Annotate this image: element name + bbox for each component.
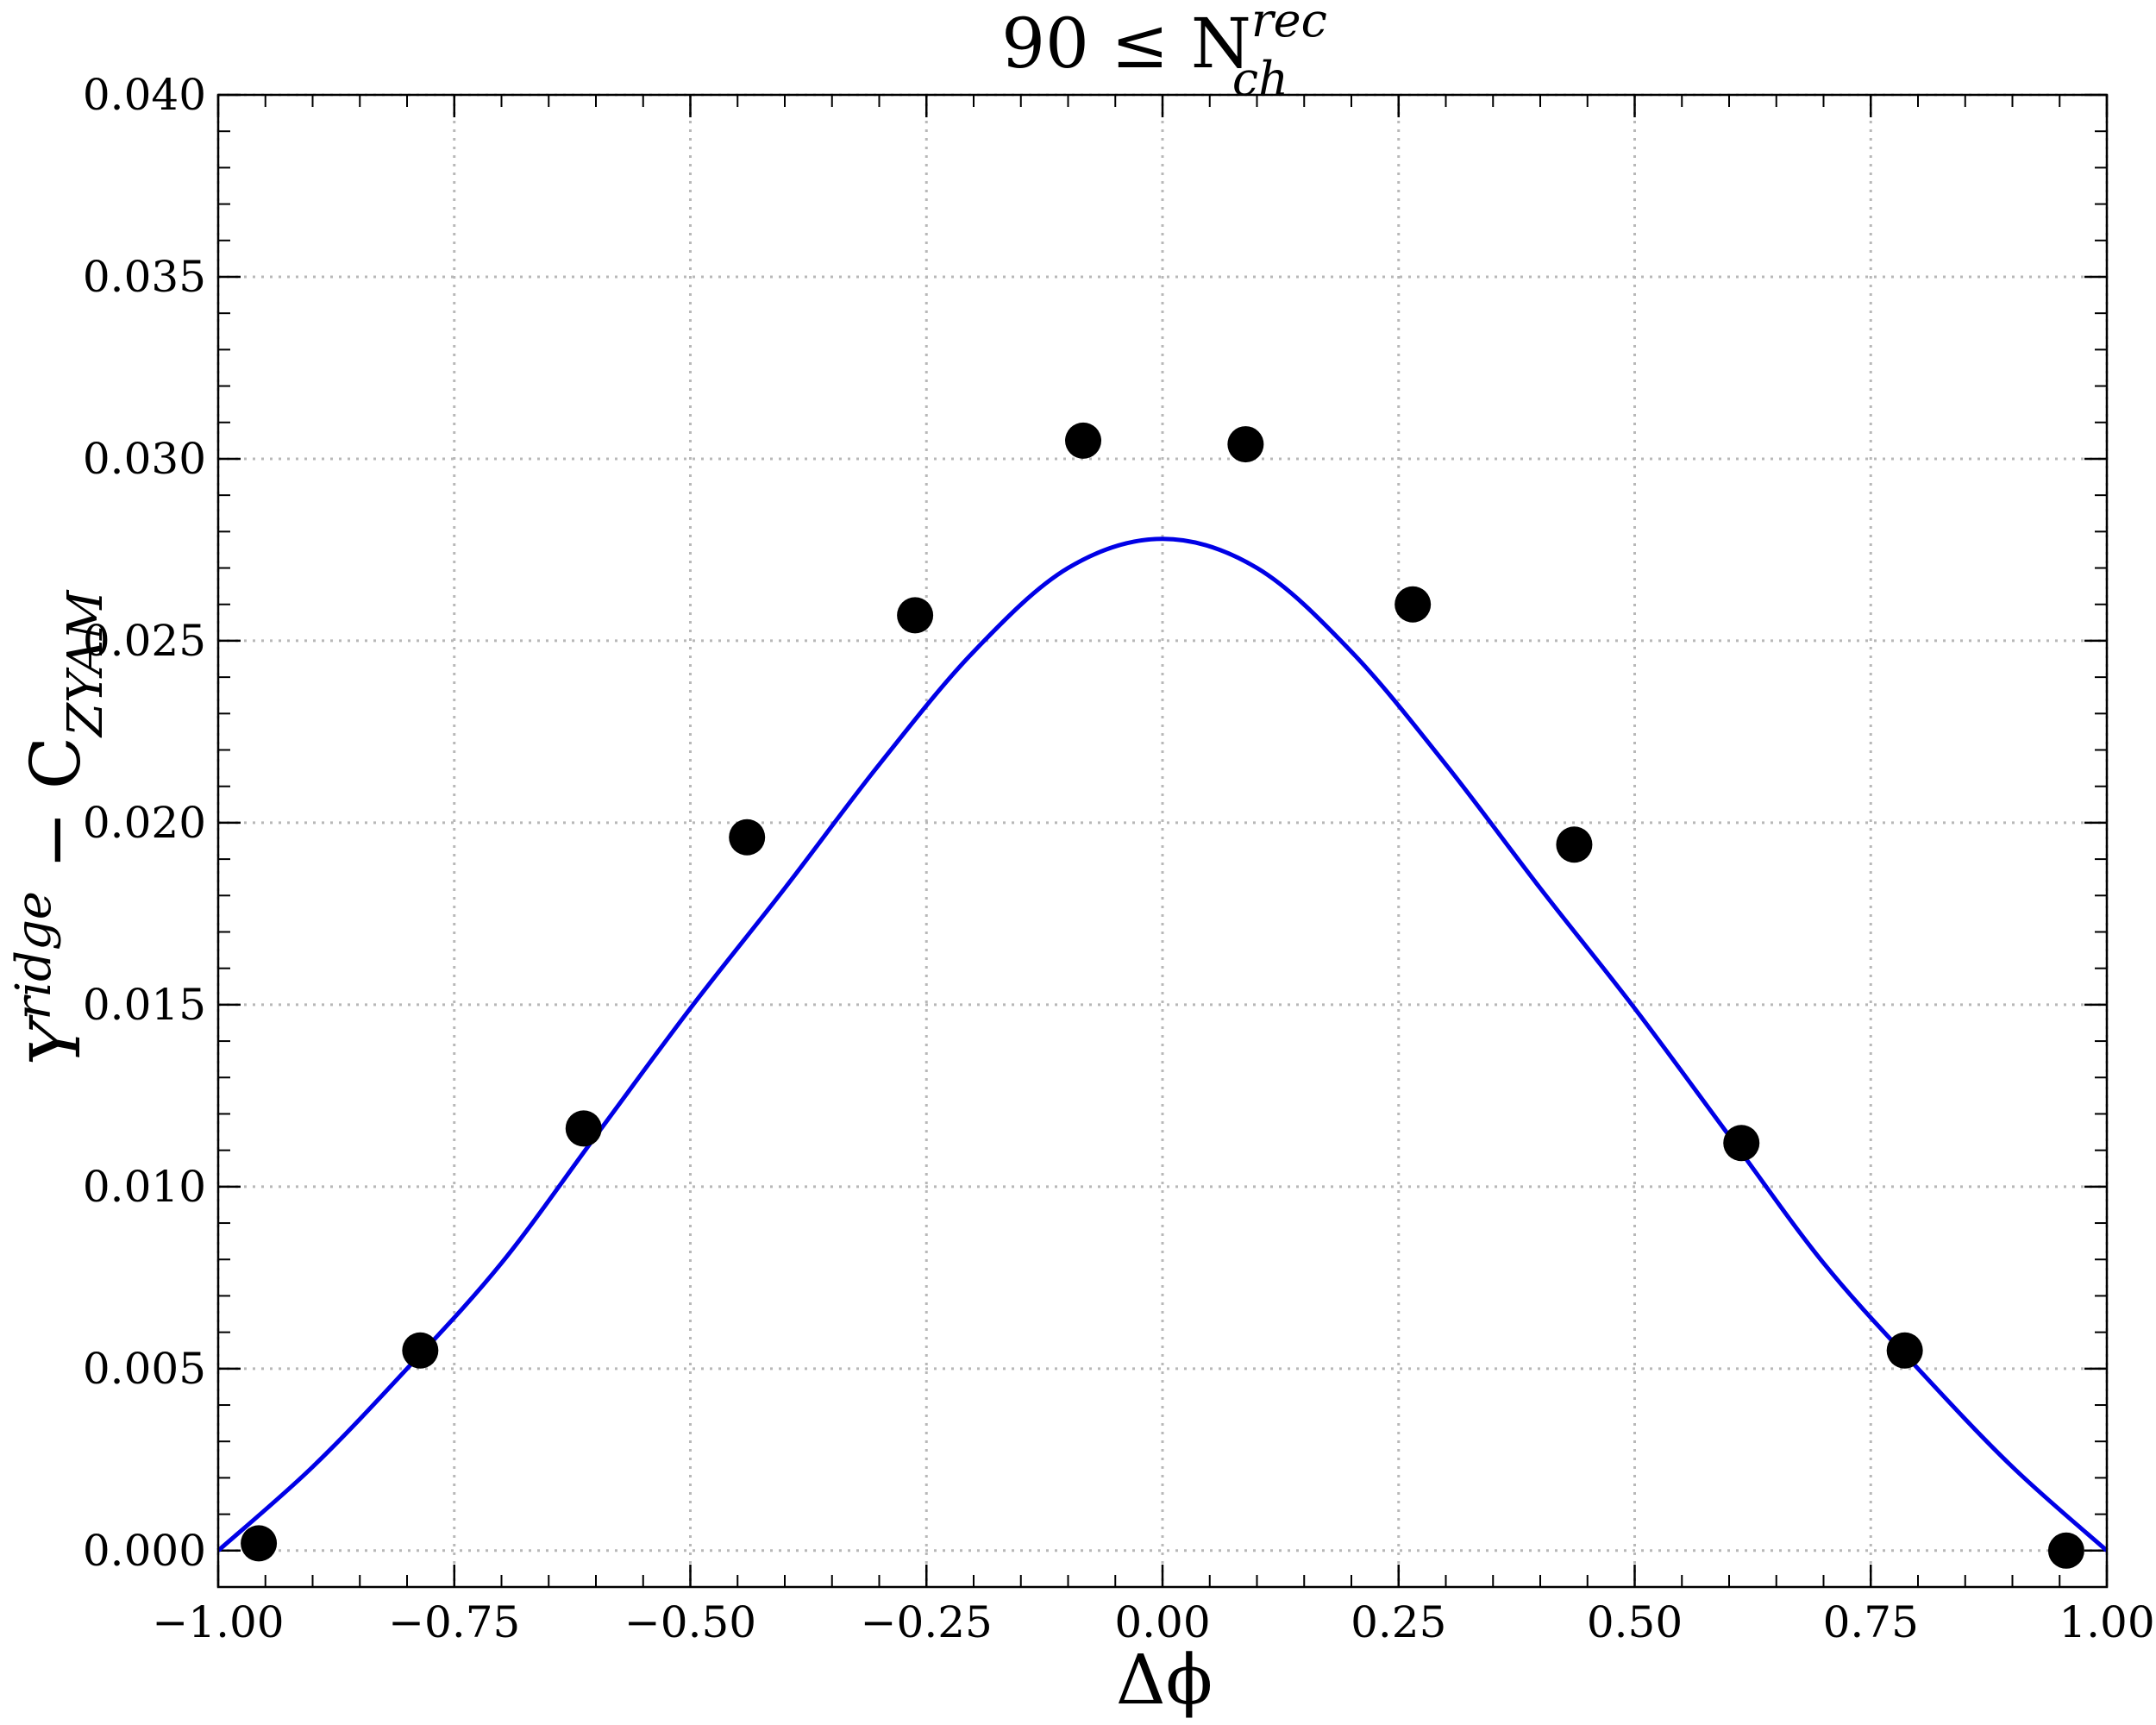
x-tick-label: 0.50 [1587, 1597, 1683, 1647]
x-tick-label: −1.00 [152, 1597, 284, 1647]
chart-title-main: 90 ≤ N [1001, 3, 1251, 84]
data-point [1065, 422, 1102, 459]
data-point [1723, 1125, 1760, 1162]
y-tick-label: 0.040 [83, 70, 206, 120]
data-point [241, 1525, 278, 1562]
y-axis-label-subscript: ZYAM [58, 589, 114, 738]
data-point [2047, 1532, 2084, 1569]
chart-title: 90 ≤ Nrec ch [1001, 0, 1327, 106]
data-point [729, 819, 766, 856]
data-point [402, 1332, 439, 1369]
fit-line-layer [216, 536, 2109, 1552]
x-tick-labels: −1.00 −0.75 −0.50 −0.25 0.00 0.25 0.50 0.75 1.00 [152, 1597, 2154, 1647]
y-tick-label: 0.010 [83, 1162, 206, 1212]
y-axis-label-mid: − C [16, 737, 96, 891]
x-tick-label: −0.75 [388, 1597, 520, 1647]
x-tick-label: 1.00 [2059, 1597, 2154, 1647]
x-tick-label: −0.50 [624, 1597, 756, 1647]
data-point [1395, 586, 1432, 623]
x-tick-label: 0.25 [1351, 1597, 1446, 1647]
plot-frame [216, 93, 2109, 1589]
y-tick-label: 0.020 [83, 798, 206, 848]
data-point [897, 597, 934, 634]
fit-curve [216, 536, 2109, 1552]
x-tick-label: 0.75 [1823, 1597, 1919, 1647]
y-axis-label: Yridge − CZYAM [6, 589, 114, 1065]
y-tick-label: 0.000 [83, 1526, 206, 1576]
y-axis-label-base: Y [16, 1013, 96, 1065]
y-tick-label: 0.005 [83, 1344, 206, 1394]
chart-title-superscript: rec [1251, 0, 1327, 47]
y-tick-labels: 0.000 0.005 0.010 0.015 0.020 0.025 0.030 0.035… [83, 70, 206, 1576]
x-tick-label: −0.25 [861, 1597, 993, 1647]
data-point [1886, 1332, 1923, 1369]
y-axis-label-superscript: ridge [6, 891, 62, 1020]
y-tick-label: 0.015 [83, 980, 206, 1030]
data-point [565, 1110, 602, 1147]
data-points [241, 422, 2084, 1569]
y-tick-label: 0.025 [83, 616, 206, 666]
x-axis-label: Δϕ [1116, 1640, 1213, 1720]
x-tick-label: 0.00 [1114, 1597, 1210, 1647]
data-point [1556, 826, 1593, 863]
y-tick-label: 0.030 [83, 434, 206, 484]
y-tick-label: 0.035 [83, 252, 206, 302]
data-point [1227, 426, 1264, 463]
chart-title-subscript: ch [1232, 52, 1288, 106]
